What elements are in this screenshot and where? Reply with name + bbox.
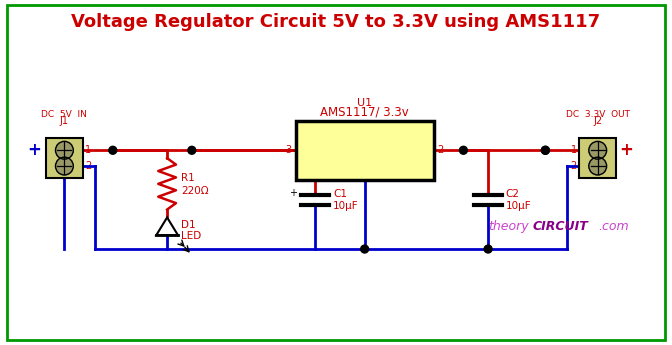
Bar <box>579 138 616 178</box>
Text: GND: GND <box>358 136 371 165</box>
Text: VO: VO <box>408 144 426 157</box>
Text: 1: 1 <box>571 145 577 155</box>
Text: LED: LED <box>181 231 201 241</box>
Bar <box>46 138 83 178</box>
Circle shape <box>542 146 549 154</box>
Circle shape <box>484 245 492 253</box>
Text: J2: J2 <box>593 116 602 126</box>
Text: U1: U1 <box>357 98 372 108</box>
Text: J1: J1 <box>60 116 69 126</box>
Text: 2: 2 <box>571 161 577 171</box>
Circle shape <box>589 141 607 159</box>
Text: +: + <box>27 141 41 159</box>
Circle shape <box>56 157 73 175</box>
Text: D1: D1 <box>181 220 196 230</box>
Text: CIRCUIT: CIRCUIT <box>532 220 588 233</box>
Text: C2: C2 <box>506 189 520 199</box>
Text: Voltage Regulator Circuit 5V to 3.3V using AMS1117: Voltage Regulator Circuit 5V to 3.3V usi… <box>71 13 601 31</box>
Text: R1: R1 <box>181 173 195 183</box>
Text: VI: VI <box>306 144 319 157</box>
Text: .com: .com <box>599 220 630 233</box>
Text: 10μF: 10μF <box>333 200 359 210</box>
Text: 1: 1 <box>85 145 91 155</box>
Text: 10μF: 10μF <box>506 200 532 210</box>
Text: 2: 2 <box>85 161 91 171</box>
Circle shape <box>542 146 549 154</box>
Bar <box>296 121 433 180</box>
Text: C1: C1 <box>333 189 347 199</box>
Text: DC  5V  IN: DC 5V IN <box>42 110 87 119</box>
Text: 3: 3 <box>286 145 292 155</box>
Circle shape <box>188 146 196 154</box>
Circle shape <box>589 157 607 175</box>
Circle shape <box>109 146 117 154</box>
Text: theory: theory <box>488 220 529 233</box>
Text: +: + <box>290 188 298 198</box>
Text: 2: 2 <box>437 145 444 155</box>
Text: DC  3.3V  OUT: DC 3.3V OUT <box>566 110 630 119</box>
Text: AMS1117/ 3.3v: AMS1117/ 3.3v <box>321 105 409 118</box>
Text: +: + <box>620 141 633 159</box>
Circle shape <box>361 245 368 253</box>
Text: 220Ω: 220Ω <box>181 186 208 196</box>
Circle shape <box>56 141 73 159</box>
Circle shape <box>460 146 467 154</box>
